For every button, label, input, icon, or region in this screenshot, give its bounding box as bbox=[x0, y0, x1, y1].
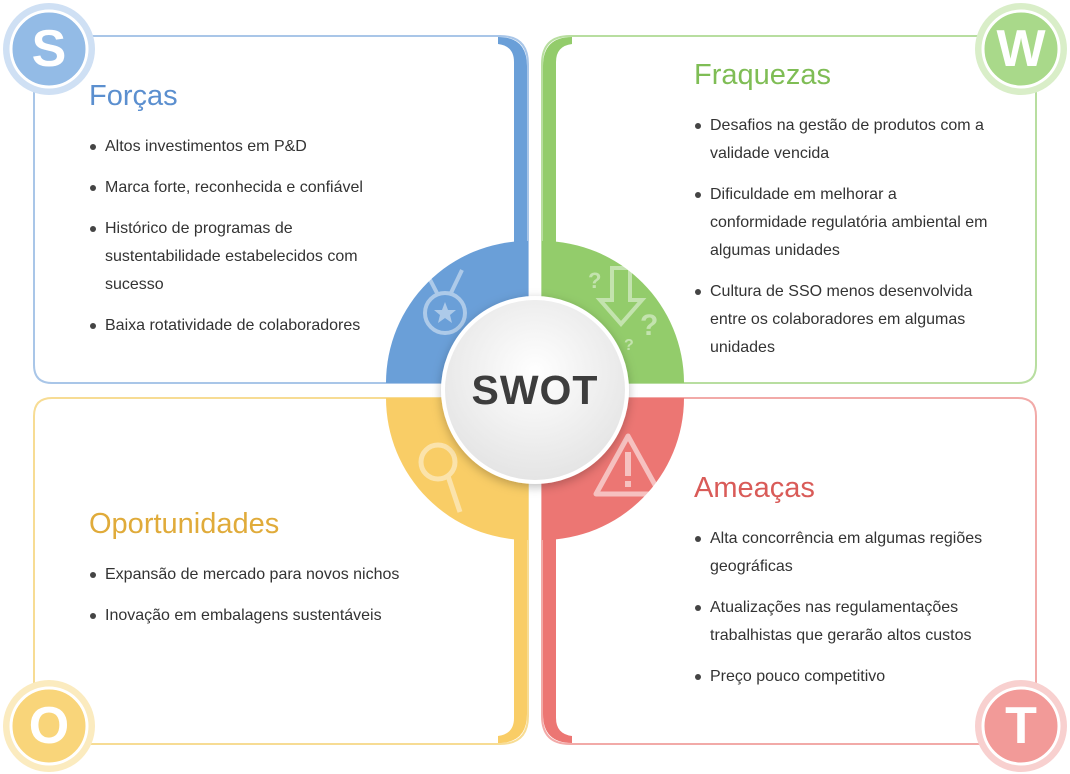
magnifier-icon bbox=[418, 442, 463, 513]
list-item: Alta concorrência em algumas regiões geo… bbox=[694, 525, 1004, 581]
list-item: Desafios na gestão de produtos com a val… bbox=[694, 112, 994, 168]
strengths-panel: Forças Altos investimentos em P&D Marca f… bbox=[89, 80, 389, 353]
svg-text:?: ? bbox=[588, 268, 601, 293]
medal-icon bbox=[423, 269, 467, 335]
center-label: SWOT bbox=[471, 366, 599, 413]
threats-title: Ameaças bbox=[694, 472, 815, 504]
badge-w bbox=[975, 3, 1067, 95]
weaknesses-list: Desafios na gestão de produtos com a val… bbox=[694, 112, 994, 362]
letter-w: W bbox=[996, 20, 1046, 78]
list-item: Expansão de mercado para novos nichos bbox=[89, 561, 429, 589]
svg-text:?: ? bbox=[640, 309, 658, 342]
list-item: Altos investimentos em P&D bbox=[89, 133, 389, 161]
letter-o: O bbox=[28, 697, 70, 755]
weaknesses-title: Fraquezas bbox=[694, 59, 832, 91]
weaknesses-panel: Fraquezas Desafios na gestão de produtos… bbox=[694, 59, 994, 375]
list-item: Inovação em embalagens sustentáveis bbox=[89, 602, 429, 630]
list-item: Baixa rotatividade de colaboradores bbox=[89, 312, 389, 340]
svg-text:?: ? bbox=[624, 337, 634, 354]
strengths-title: Forças bbox=[89, 80, 178, 112]
opportunities-list: Expansão de mercado para novos nichos Ino… bbox=[89, 561, 429, 630]
center-circle bbox=[441, 296, 629, 484]
list-item: Atualizações nas regulamentações trabalh… bbox=[694, 594, 1004, 650]
threats-list: Alta concorrência em algumas regiões geo… bbox=[694, 525, 1004, 691]
down-arrow-question-icon: ? ? ? bbox=[588, 266, 658, 354]
list-item: Preço pouco competitivo bbox=[694, 663, 1004, 691]
list-item: Marca forte, reconhecida e confiável bbox=[89, 174, 389, 202]
opportunities-panel: Oportunidades Expansão de mercado para n… bbox=[89, 508, 429, 643]
badge-o bbox=[3, 680, 95, 772]
letter-t: T bbox=[1005, 697, 1037, 755]
warning-icon bbox=[593, 433, 663, 497]
list-item: Histórico de programas de sustentabilida… bbox=[89, 215, 389, 299]
threats-panel: Ameaças Alta concorrência em algumas reg… bbox=[694, 472, 1004, 704]
badge-t bbox=[975, 680, 1067, 772]
strengths-list: Altos investimentos em P&D Marca forte, r… bbox=[89, 133, 389, 340]
list-item: Dificuldade em melhorar a conformidade r… bbox=[694, 181, 994, 265]
badge-s bbox=[3, 3, 95, 95]
opportunities-title: Oportunidades bbox=[89, 508, 280, 540]
list-item: Cultura de SSO menos desenvolvida entre … bbox=[694, 278, 994, 362]
letter-s: S bbox=[31, 20, 67, 78]
